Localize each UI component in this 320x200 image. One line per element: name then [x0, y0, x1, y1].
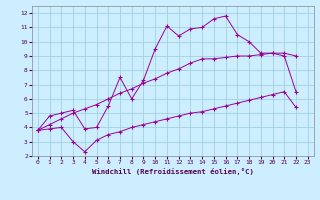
X-axis label: Windchill (Refroidissement éolien,°C): Windchill (Refroidissement éolien,°C): [92, 168, 254, 175]
